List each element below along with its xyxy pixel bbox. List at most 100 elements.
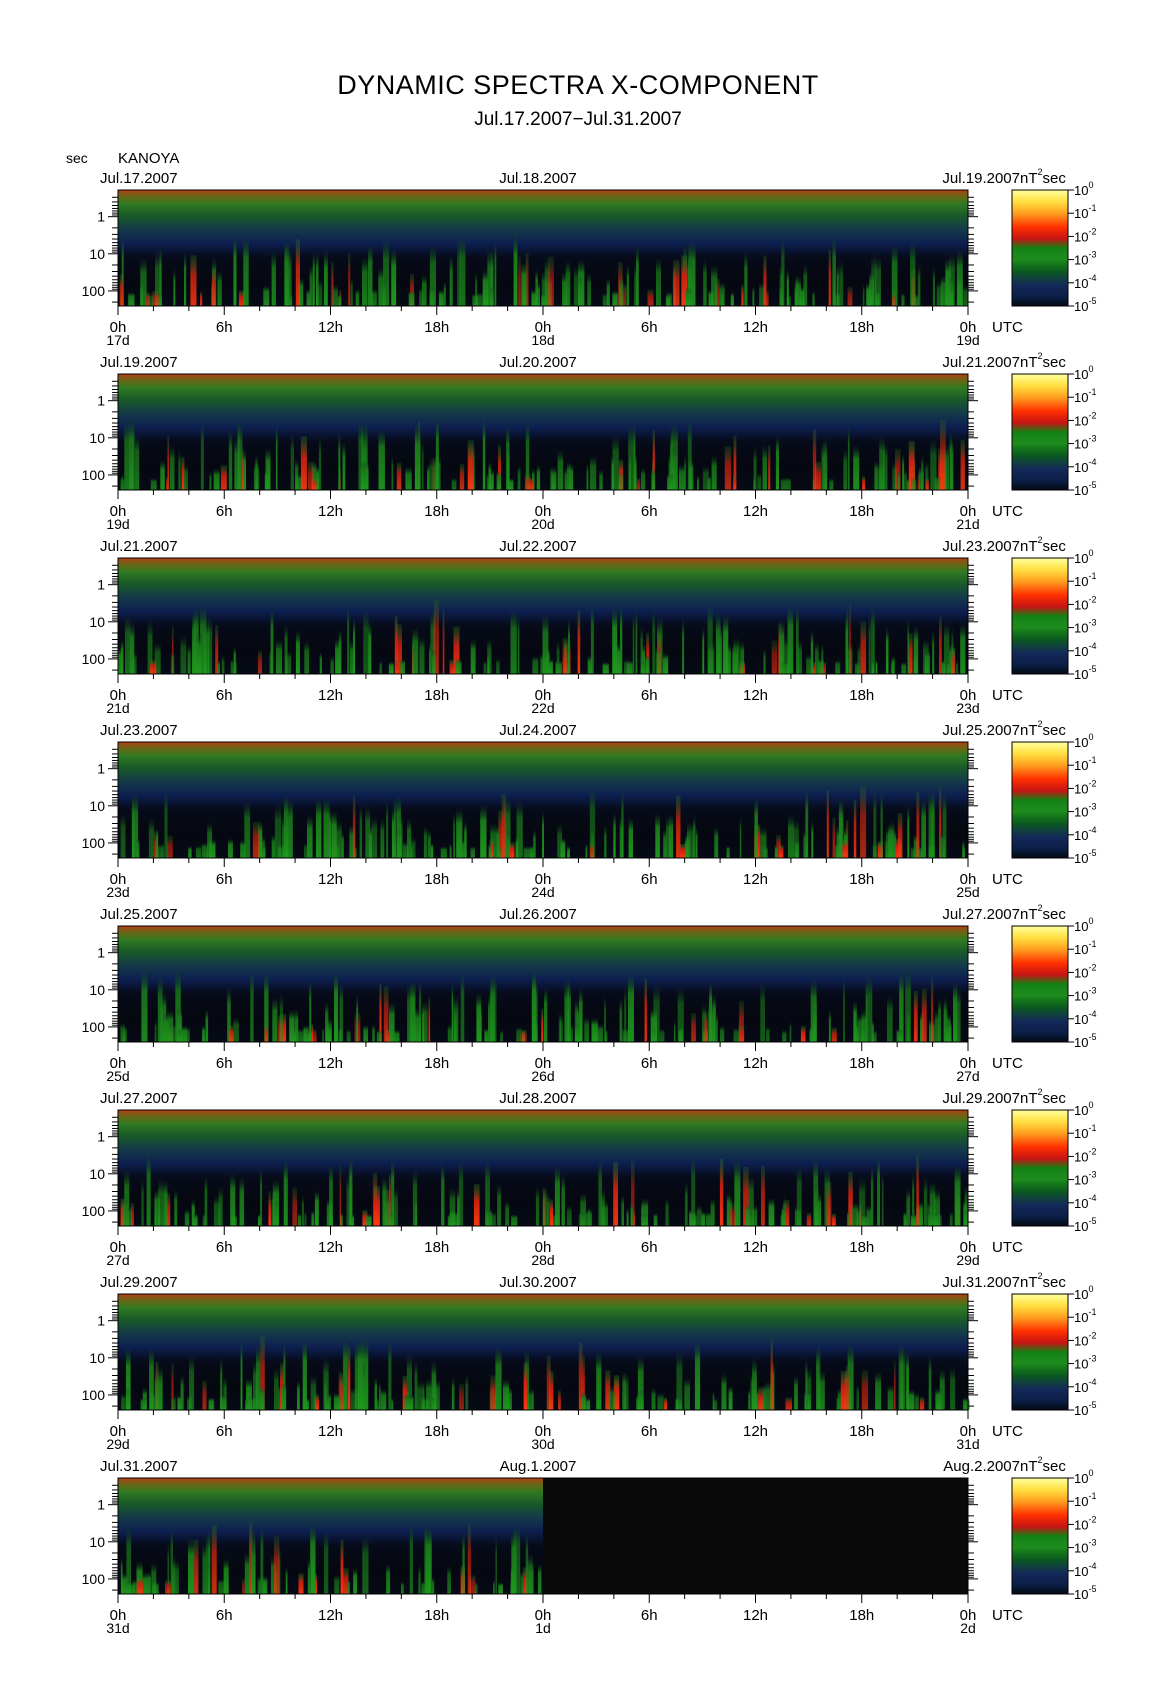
burst-green: [634, 263, 636, 306]
burst-green: [451, 1377, 455, 1410]
day-label: 23d: [106, 884, 129, 900]
burst-green: [696, 1204, 702, 1226]
burst-green: [903, 1211, 907, 1226]
burst-green: [762, 444, 768, 490]
burst-red: [509, 842, 515, 858]
burst-green: [157, 1365, 163, 1410]
burst-green: [507, 444, 510, 490]
burst-green: [845, 611, 849, 674]
burst-green: [506, 831, 511, 858]
burst-green: [913, 625, 919, 674]
day-label: 25d: [106, 1068, 129, 1084]
burst-green: [871, 1030, 877, 1042]
burst-green: [891, 243, 898, 306]
y-tick-label: 1: [97, 1129, 105, 1145]
burst-red: [311, 1023, 314, 1042]
x-tick-label: 0h: [535, 1055, 552, 1072]
burst-green: [407, 817, 412, 858]
burst-red: [467, 1524, 471, 1594]
burst-red: [813, 662, 816, 674]
x-tick-label: 0h: [960, 503, 977, 520]
x-tick-label: 0h: [535, 1239, 552, 1256]
burst-green: [933, 1188, 940, 1226]
burst-green: [803, 829, 808, 858]
y-tick-label: 1: [97, 209, 105, 225]
colorbar-tick-label: 100: [1074, 732, 1093, 750]
burst-green: [604, 995, 606, 1042]
burst-red: [546, 1355, 551, 1410]
burst-green: [950, 1366, 956, 1410]
burst-green: [121, 233, 124, 306]
burst-green: [617, 470, 624, 490]
burst-green: [355, 288, 360, 306]
burst-red: [190, 255, 197, 306]
burst-green: [337, 293, 342, 306]
burst-green: [551, 468, 557, 490]
burst-green: [612, 290, 618, 306]
burst-green: [406, 1352, 412, 1410]
burst-green: [651, 1026, 656, 1042]
burst-green: [354, 845, 357, 858]
burst-green: [934, 1212, 939, 1226]
burst-red: [605, 1370, 611, 1410]
burst-green: [910, 239, 916, 306]
colorbar-tick-label: 10-5: [1074, 664, 1096, 682]
y-tick-label: 10: [89, 1350, 105, 1366]
burst-green: [536, 464, 541, 490]
burst-red: [860, 786, 867, 858]
burst-green: [839, 796, 843, 858]
burst-green: [389, 1212, 393, 1226]
burst-green: [784, 635, 790, 674]
burst-green: [154, 1370, 160, 1410]
x-tick-label: 6h: [641, 1607, 658, 1624]
burst-green: [132, 1579, 139, 1594]
burst-green: [796, 1165, 802, 1226]
burst-green: [788, 814, 794, 858]
burst-green: [191, 629, 195, 674]
x-tick-label: 12h: [318, 503, 343, 520]
burst-green: [429, 286, 435, 306]
burst-green: [132, 797, 135, 858]
burst-green: [487, 249, 494, 306]
burst-green: [249, 1396, 256, 1410]
spectrogram-panel: Jul.25.2007 Jul.26.2007 Jul.27.2007 nT2sec 1…: [82, 903, 1097, 1084]
burst-green: [561, 1173, 565, 1226]
x-tick-label: 0h: [535, 1423, 552, 1440]
x-tick-label: 6h: [641, 503, 658, 520]
burst-green: [335, 638, 340, 674]
burst-green: [590, 602, 594, 674]
burst-green: [542, 613, 549, 674]
burst-green: [875, 1371, 882, 1410]
burst-green: [376, 1029, 382, 1042]
panel-date-left: Jul.25.2007: [100, 906, 178, 923]
burst-green: [853, 445, 860, 490]
burst-green: [513, 1526, 517, 1594]
burst-green: [274, 803, 282, 858]
burst-red: [691, 1013, 696, 1042]
burst-green: [951, 438, 954, 490]
burst-green: [716, 622, 723, 674]
burst-green: [918, 466, 924, 490]
burst-red: [200, 291, 203, 306]
x-tick-label: 0h: [960, 1423, 977, 1440]
burst-green: [513, 233, 518, 306]
burst-green: [464, 820, 467, 858]
burst-green: [748, 1174, 754, 1226]
spectrogram-panel: Jul.23.2007 Jul.24.2007 Jul.25.2007 nT2sec 1…: [82, 719, 1097, 900]
burst-green: [726, 1191, 730, 1226]
x-tick-label: 18h: [424, 1055, 449, 1072]
burst-green: [677, 986, 684, 1042]
burst-green: [368, 825, 372, 858]
burst-green: [203, 617, 210, 674]
colorbar-tick-label: 10-3: [1074, 1538, 1096, 1556]
burst-green: [928, 1354, 932, 1410]
burst-green: [748, 1388, 751, 1410]
burst-green: [156, 292, 162, 306]
burst-green: [726, 845, 730, 858]
burst-green: [282, 814, 289, 858]
burst-green: [260, 1524, 264, 1594]
x-tick-label: 0h: [535, 687, 552, 704]
burst-green: [285, 804, 289, 858]
burst-green: [449, 255, 453, 306]
burst-red: [951, 648, 956, 674]
